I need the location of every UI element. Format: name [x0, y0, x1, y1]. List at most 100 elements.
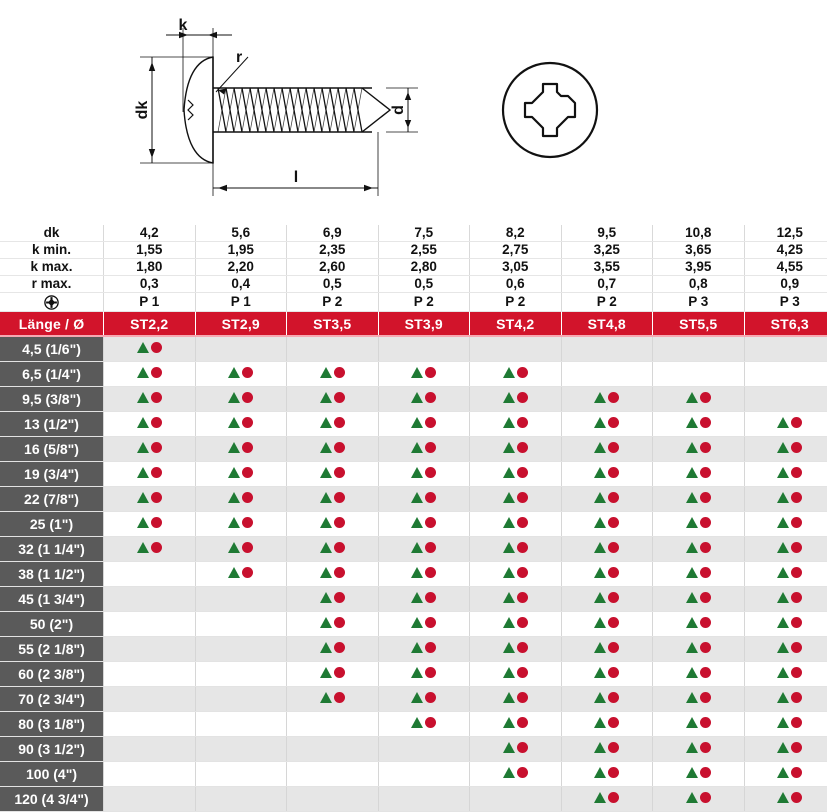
availability-cell[interactable] [469, 386, 562, 412]
availability-cell[interactable] [652, 386, 745, 412]
availability-cell[interactable] [744, 486, 827, 512]
length-row-label[interactable]: 22 (7/8") [0, 486, 104, 512]
availability-cell[interactable] [652, 486, 745, 512]
availability-cell[interactable] [195, 561, 287, 587]
availability-cell[interactable] [469, 686, 562, 712]
availability-cell[interactable] [561, 761, 653, 787]
availability-cell[interactable] [286, 386, 379, 412]
availability-cell[interactable] [561, 561, 653, 587]
availability-cell[interactable] [652, 461, 745, 487]
availability-cell[interactable] [652, 761, 745, 787]
availability-cell[interactable] [652, 511, 745, 537]
availability-cell[interactable] [378, 561, 470, 587]
length-row-label[interactable]: 55 (2 1/8") [0, 636, 104, 662]
availability-cell[interactable] [561, 386, 653, 412]
availability-cell[interactable] [744, 511, 827, 537]
availability-cell[interactable] [378, 386, 470, 412]
availability-cell[interactable] [378, 486, 470, 512]
length-row-label[interactable]: 16 (5/8") [0, 436, 104, 462]
availability-cell[interactable] [286, 486, 379, 512]
availability-cell[interactable] [286, 586, 379, 612]
availability-cell[interactable] [744, 436, 827, 462]
availability-cell[interactable] [744, 661, 827, 687]
availability-cell[interactable] [378, 611, 470, 637]
availability-cell[interactable] [561, 736, 653, 762]
availability-cell[interactable] [103, 361, 196, 387]
availability-cell[interactable] [652, 611, 745, 637]
length-row-label[interactable]: 80 (3 1/8") [0, 711, 104, 737]
length-row-label[interactable]: 38 (1 1/2") [0, 561, 104, 587]
availability-cell[interactable] [744, 586, 827, 612]
availability-cell[interactable] [195, 486, 287, 512]
availability-cell[interactable] [561, 786, 653, 812]
availability-cell[interactable] [195, 386, 287, 412]
availability-cell[interactable] [744, 411, 827, 437]
availability-cell[interactable] [469, 536, 562, 562]
availability-cell[interactable] [561, 436, 653, 462]
length-row-label[interactable]: 50 (2") [0, 611, 104, 637]
availability-cell[interactable] [652, 586, 745, 612]
availability-cell[interactable] [378, 361, 470, 387]
availability-cell[interactable] [744, 736, 827, 762]
availability-cell[interactable] [744, 686, 827, 712]
length-row-label[interactable]: 120 (4 3/4") [0, 786, 104, 812]
availability-cell[interactable] [469, 436, 562, 462]
availability-cell[interactable] [561, 661, 653, 687]
availability-cell[interactable] [286, 461, 379, 487]
availability-cell[interactable] [103, 386, 196, 412]
length-row-label[interactable]: 60 (2 3/8") [0, 661, 104, 687]
availability-cell[interactable] [378, 511, 470, 537]
availability-cell[interactable] [561, 586, 653, 612]
length-row-label[interactable]: 4,5 (1/6") [0, 337, 104, 362]
availability-cell[interactable] [652, 786, 745, 812]
length-row-label[interactable]: 100 (4") [0, 761, 104, 787]
length-row-label[interactable]: 13 (1/2") [0, 411, 104, 437]
availability-cell[interactable] [378, 536, 470, 562]
availability-cell[interactable] [561, 636, 653, 662]
length-row-label[interactable]: 19 (3/4") [0, 461, 104, 487]
availability-cell[interactable] [652, 661, 745, 687]
size-column-header[interactable]: ST2,2 [103, 311, 196, 337]
availability-cell[interactable] [103, 337, 196, 362]
availability-cell[interactable] [378, 711, 470, 737]
availability-cell[interactable] [378, 636, 470, 662]
availability-cell[interactable] [744, 536, 827, 562]
length-row-label[interactable]: 70 (2 3/4") [0, 686, 104, 712]
availability-cell[interactable] [195, 411, 287, 437]
availability-cell[interactable] [469, 761, 562, 787]
availability-cell[interactable] [652, 711, 745, 737]
availability-cell[interactable] [378, 411, 470, 437]
availability-cell[interactable] [286, 361, 379, 387]
availability-cell[interactable] [744, 561, 827, 587]
availability-cell[interactable] [561, 611, 653, 637]
availability-cell[interactable] [652, 536, 745, 562]
size-column-header[interactable]: ST6,3 [744, 311, 827, 337]
availability-cell[interactable] [561, 711, 653, 737]
availability-cell[interactable] [103, 486, 196, 512]
size-column-header[interactable]: ST3,9 [378, 311, 470, 337]
availability-cell[interactable] [103, 536, 196, 562]
availability-cell[interactable] [652, 561, 745, 587]
size-column-header[interactable]: ST5,5 [652, 311, 745, 337]
availability-cell[interactable] [195, 436, 287, 462]
availability-cell[interactable] [286, 511, 379, 537]
availability-cell[interactable] [378, 661, 470, 687]
availability-cell[interactable] [652, 736, 745, 762]
availability-cell[interactable] [744, 461, 827, 487]
availability-cell[interactable] [469, 461, 562, 487]
availability-cell[interactable] [469, 611, 562, 637]
availability-cell[interactable] [195, 461, 287, 487]
availability-cell[interactable] [469, 511, 562, 537]
availability-cell[interactable] [103, 411, 196, 437]
availability-cell[interactable] [744, 636, 827, 662]
availability-cell[interactable] [378, 686, 470, 712]
availability-cell[interactable] [561, 686, 653, 712]
availability-cell[interactable] [561, 511, 653, 537]
length-row-label[interactable]: 25 (1") [0, 511, 104, 537]
availability-cell[interactable] [744, 786, 827, 812]
size-column-header[interactable]: ST4,8 [561, 311, 653, 337]
availability-cell[interactable] [286, 436, 379, 462]
availability-cell[interactable] [286, 536, 379, 562]
availability-cell[interactable] [469, 586, 562, 612]
availability-cell[interactable] [469, 736, 562, 762]
